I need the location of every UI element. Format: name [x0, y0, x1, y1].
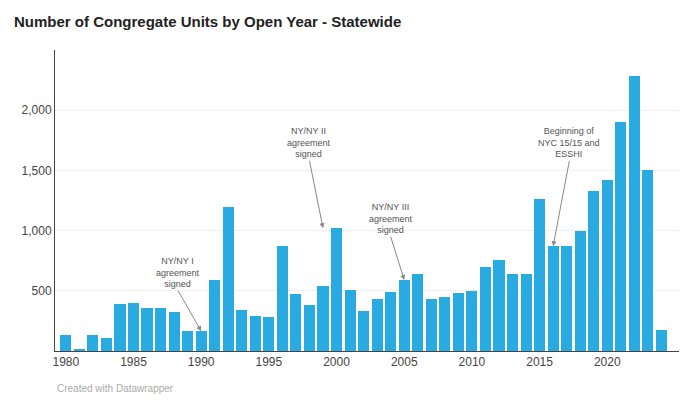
svg-text:2,000: 2,000: [22, 103, 52, 117]
svg-text:1,000: 1,000: [22, 224, 52, 238]
svg-text:1,500: 1,500: [22, 164, 52, 178]
svg-text:500: 500: [32, 284, 52, 298]
svg-text:1980: 1980: [52, 355, 79, 369]
svg-text:1990: 1990: [188, 355, 215, 369]
svg-text:Created with Datawrapper: Created with Datawrapper: [57, 383, 174, 394]
svg-text:Beginning ofNYC 15/15 andESSHI: Beginning ofNYC 15/15 andESSHI: [538, 126, 600, 159]
svg-text:2010: 2010: [459, 355, 486, 369]
svg-text:1985: 1985: [120, 355, 147, 369]
svg-text:2015: 2015: [526, 355, 553, 369]
svg-text:2020: 2020: [594, 355, 621, 369]
svg-text:1995: 1995: [256, 355, 283, 369]
svg-text:NY/NY IIIagreementsigned: NY/NY IIIagreementsigned: [369, 202, 413, 235]
svg-text:Number of Congregate Units by: Number of Congregate Units by Open Year …: [14, 13, 401, 30]
svg-text:2000: 2000: [323, 355, 350, 369]
svg-text:NY/NY Iagreementsigned: NY/NY Iagreementsigned: [156, 256, 200, 289]
svg-text:NY/NY IIagreementsigned: NY/NY IIagreementsigned: [287, 126, 331, 159]
svg-text:2005: 2005: [391, 355, 418, 369]
